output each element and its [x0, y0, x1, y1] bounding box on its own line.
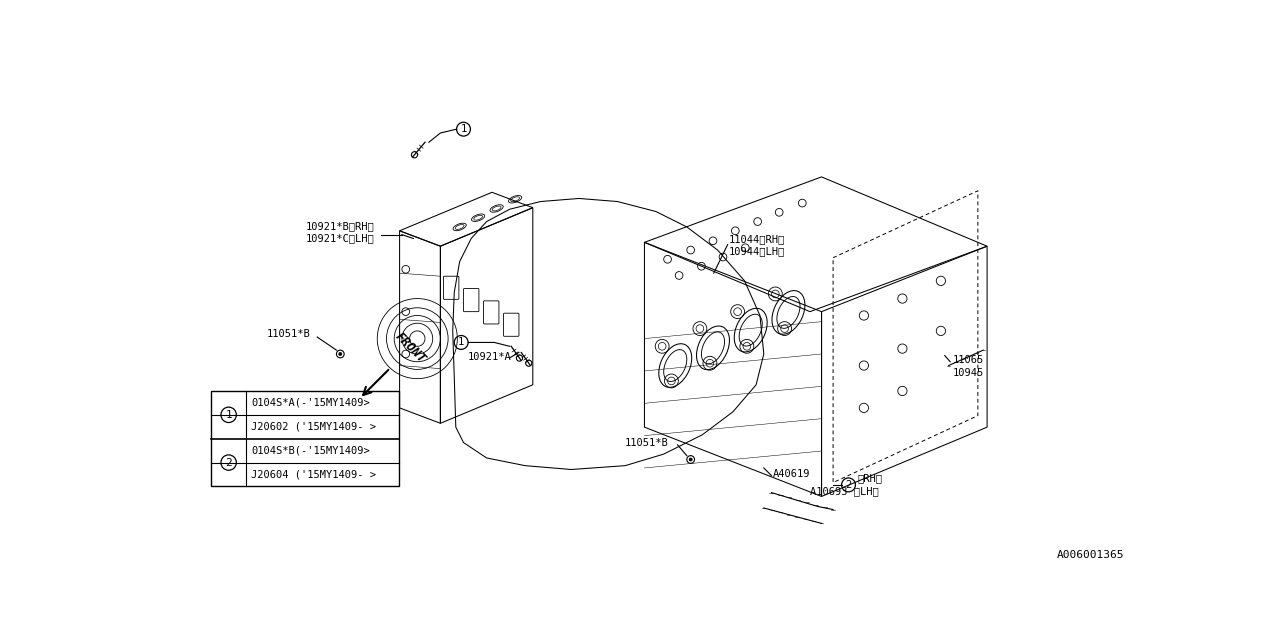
Text: 10921*A: 10921*A	[467, 352, 511, 362]
Text: 〈RH〉: 〈RH〉	[858, 473, 883, 483]
Text: J20604 ('15MY1409- >: J20604 ('15MY1409- >	[251, 470, 376, 479]
Text: 11051*B: 11051*B	[625, 438, 669, 449]
Text: 11051*B: 11051*B	[268, 329, 311, 339]
Circle shape	[339, 353, 342, 356]
Text: FRONT: FRONT	[393, 330, 429, 365]
Text: J20602 ('15MY1409- >: J20602 ('15MY1409- >	[251, 422, 376, 432]
Text: 1: 1	[225, 410, 232, 420]
Text: 1: 1	[461, 124, 467, 134]
Bar	[211, 391, 399, 486]
Text: 0104S*A(-'15MY1409>: 0104S*A(-'15MY1409>	[251, 398, 370, 408]
Text: 2: 2	[845, 480, 851, 490]
Text: 11065: 11065	[952, 355, 984, 365]
Text: 10945: 10945	[952, 367, 984, 378]
Text: 1: 1	[458, 337, 465, 348]
Text: 2: 2	[225, 458, 232, 468]
Circle shape	[689, 458, 692, 461]
Text: 10944〈LH〉: 10944〈LH〉	[730, 246, 786, 256]
Text: A10693 〈LH〉: A10693 〈LH〉	[810, 486, 879, 496]
Text: 10921*B〈RH〉: 10921*B〈RH〉	[306, 221, 374, 231]
Text: A40619: A40619	[773, 469, 810, 479]
Text: A006001365: A006001365	[1057, 550, 1124, 561]
Text: 0104S*B(-'15MY1409>: 0104S*B(-'15MY1409>	[251, 445, 370, 456]
Text: 10921*C〈LH〉: 10921*C〈LH〉	[306, 233, 374, 243]
Text: 11044〈RH〉: 11044〈RH〉	[730, 234, 786, 244]
